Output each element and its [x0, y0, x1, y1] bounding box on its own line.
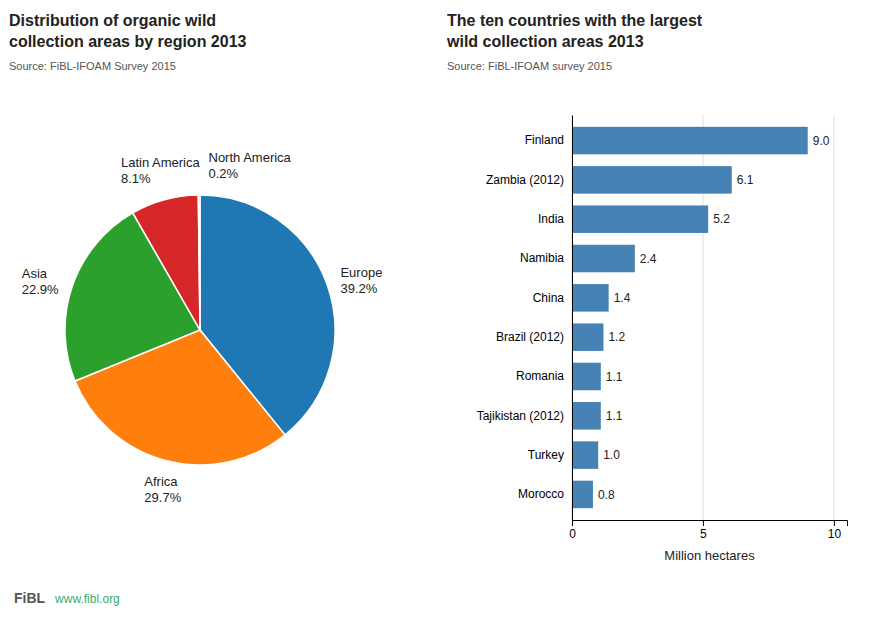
data-label: Africa29.7% — [144, 474, 181, 505]
tick-label: Finland — [525, 133, 564, 147]
tick-mark — [572, 520, 573, 526]
bar — [572, 441, 598, 469]
data-label-category: Latin America — [121, 155, 201, 170]
data-label: 6.1 — [737, 173, 754, 187]
title: The ten countries with the largest — [447, 12, 703, 29]
data-label: Europe39.2% — [340, 265, 382, 296]
pie-slice — [198, 195, 200, 330]
data-label: 1.1 — [606, 370, 623, 384]
bar — [572, 166, 732, 194]
bar — [572, 481, 593, 509]
bar — [572, 363, 601, 391]
x-axis-label: Million hectares — [664, 548, 755, 563]
data-label: 5.2 — [713, 212, 730, 226]
tick-label: Zambia (2012) — [486, 173, 564, 187]
tick-label: 0 — [569, 527, 576, 541]
tick: Brazil (2012) — [496, 330, 564, 344]
tick-label: Turkey — [528, 448, 564, 462]
bar — [572, 205, 708, 233]
data-label-category: Africa — [144, 474, 178, 489]
tick-label: India — [538, 212, 564, 226]
tick: Finland — [525, 133, 564, 147]
subtitle: Source: FiBL-IFOAM survey 2015 — [447, 60, 612, 72]
grid — [572, 115, 834, 520]
x-axis: 0 5 10 — [569, 520, 847, 541]
bars — [572, 127, 808, 508]
tick-label: Brazil (2012) — [496, 330, 564, 344]
footer-text: FiBL — [14, 590, 46, 606]
tick-label: 5 — [700, 527, 707, 541]
grid-line — [572, 115, 573, 520]
bar — [572, 284, 609, 312]
tick: China — [533, 291, 565, 305]
axis-line — [573, 521, 848, 527]
data-label-category: Asia — [22, 266, 48, 281]
tick-label: Romania — [516, 369, 564, 383]
data-label-value: 8.1% — [121, 171, 151, 186]
tick: 5 — [700, 520, 707, 541]
tick-label: China — [533, 291, 565, 305]
data-labels: 9.0 6.1 5.2 2.4 1.4 1.2 1.1 1.1 1.0 0.8 — [598, 134, 830, 502]
data-label-value: 22.9% — [22, 282, 59, 297]
chart-root: Distribution of organic wild collection a… — [0, 0, 877, 621]
tick: Morocco — [518, 487, 564, 501]
pie: Europe39.2% Africa29.7% Asia22.9% Latin Ame… — [22, 150, 383, 505]
tick: Turkey — [528, 448, 564, 462]
tick: Zambia (2012) — [486, 173, 564, 187]
data-label: Asia22.9% — [22, 266, 59, 297]
data-label: 0.8 — [598, 488, 615, 502]
tick-label: Namibia — [520, 251, 564, 265]
tick-mark — [834, 520, 835, 526]
bar — [572, 127, 808, 155]
tick: 0 — [569, 520, 576, 541]
tick-label: 10 — [828, 527, 842, 541]
data-label: 1.0 — [603, 448, 620, 462]
tick-label: Morocco — [518, 487, 564, 501]
data-label: 1.2 — [608, 330, 625, 344]
axis-line — [572, 116, 573, 521]
title: collection areas by region 2013 — [9, 33, 247, 50]
bar — [572, 402, 601, 430]
footer-text: www.fibl.org — [54, 592, 120, 606]
tick-mark — [703, 520, 704, 526]
data-label: 1.1 — [606, 409, 623, 423]
data-label: 1.4 — [614, 291, 631, 305]
subtitle: Source: FiBL-IFOAM Survey 2015 — [9, 60, 176, 72]
data-label-value: 29.7% — [144, 490, 181, 505]
bar — [572, 323, 603, 351]
data-label-value: 0.2% — [208, 166, 238, 181]
data-label: North America0.2% — [208, 150, 291, 181]
data-label: Latin America8.1% — [121, 155, 201, 186]
grid-line — [833, 115, 834, 520]
data-label-value: 39.2% — [340, 281, 377, 296]
data-label-category: Europe — [340, 265, 382, 280]
tick: 10 — [828, 520, 842, 541]
data-label-category: North America — [208, 150, 291, 165]
y-axis: Finland Zambia (2012) India Namibia China Bra… — [477, 116, 573, 521]
data-label: 2.4 — [640, 252, 657, 266]
tick: Namibia — [520, 251, 564, 265]
tick: Tajikistan (2012) — [477, 409, 564, 423]
title: wild collection areas 2013 — [446, 33, 644, 50]
bar — [572, 245, 635, 273]
tick: Romania — [516, 369, 564, 383]
data-label: 9.0 — [813, 134, 830, 148]
pie-slice — [133, 195, 200, 330]
tick: India — [538, 212, 564, 226]
title: Distribution of organic wild — [9, 12, 216, 29]
tick-label: Tajikistan (2012) — [477, 409, 564, 423]
